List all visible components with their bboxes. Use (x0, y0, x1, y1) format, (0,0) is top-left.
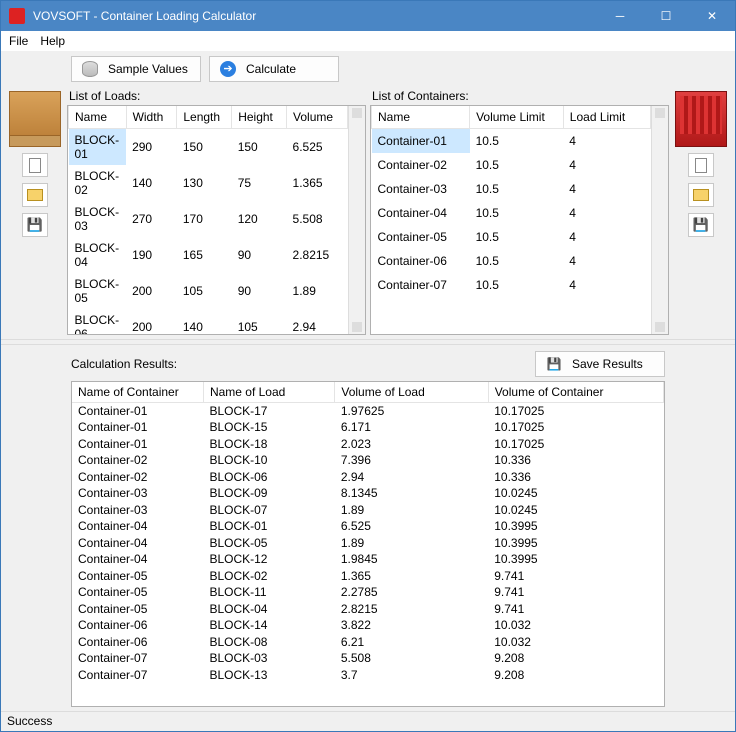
table-row[interactable]: BLOCK-02140130751.365 (69, 165, 348, 201)
loads-scrollbar[interactable] (348, 106, 365, 334)
app-icon (9, 8, 25, 24)
table-row[interactable]: Container-01BLOCK-171.9762510.17025 (72, 403, 664, 420)
table-row[interactable]: Container-06BLOCK-086.2110.032 (72, 634, 664, 651)
table-row[interactable]: Container-02BLOCK-062.9410.336 (72, 469, 664, 486)
maximize-button[interactable]: ☐ (643, 1, 689, 31)
table-row[interactable]: Container-05BLOCK-042.82159.741 (72, 601, 664, 618)
column-header[interactable]: Height (232, 106, 287, 129)
column-header[interactable]: Volume of Container (488, 382, 663, 403)
table-row[interactable]: Container-0110.54 (372, 129, 651, 153)
column-header[interactable]: Load Limit (563, 106, 650, 129)
save-results-label: Save Results (572, 357, 643, 371)
calculate-label: Calculate (246, 62, 296, 76)
sample-values-label: Sample Values (108, 62, 188, 76)
table-row[interactable]: Container-0510.54 (372, 225, 651, 249)
minimize-button[interactable]: ─ (597, 1, 643, 31)
calculate-icon: ➔ (220, 61, 236, 77)
loads-save-button[interactable] (22, 213, 48, 237)
titlebar: VOVSOFT - Container Loading Calculator ─… (1, 1, 735, 31)
loads-table[interactable]: NameWidthLengthHeightVolumeBLOCK-0129015… (67, 105, 366, 335)
table-row[interactable]: BLOCK-062001401052.94 (69, 309, 348, 334)
close-button[interactable]: ✕ (689, 1, 735, 31)
table-row[interactable]: Container-06BLOCK-143.82210.032 (72, 617, 664, 634)
table-row[interactable]: Container-05BLOCK-112.27859.741 (72, 584, 664, 601)
status-bar: Success (1, 711, 735, 731)
table-row[interactable]: Container-0410.54 (372, 201, 651, 225)
containers-scrollbar[interactable] (651, 106, 668, 334)
containers-table[interactable]: NameVolume LimitLoad LimitContainer-0110… (370, 105, 669, 335)
column-header[interactable]: Width (126, 106, 177, 129)
database-icon (82, 61, 98, 77)
loads-label: List of Loads: (67, 87, 366, 105)
column-header[interactable]: Name (372, 106, 470, 129)
table-row[interactable]: BLOCK-05200105901.89 (69, 273, 348, 309)
container-image (675, 91, 727, 147)
containers-new-button[interactable] (688, 153, 714, 177)
loads-new-button[interactable] (22, 153, 48, 177)
menu-file[interactable]: File (9, 34, 28, 48)
results-table[interactable]: Name of ContainerName of LoadVolume of L… (71, 381, 665, 707)
save-results-button[interactable]: 💾 Save Results (535, 351, 665, 377)
table-row[interactable]: Container-07BLOCK-133.79.208 (72, 667, 664, 684)
table-row[interactable]: Container-0710.54 (372, 273, 651, 297)
loads-open-button[interactable] (22, 183, 48, 207)
column-header[interactable]: Length (177, 106, 232, 129)
calculate-button[interactable]: ➔ Calculate (209, 56, 339, 82)
table-row[interactable]: Container-04BLOCK-016.52510.3995 (72, 518, 664, 535)
menu-help[interactable]: Help (40, 34, 65, 48)
column-header[interactable]: Name (69, 106, 127, 129)
table-row[interactable]: Container-04BLOCK-051.8910.3995 (72, 535, 664, 552)
table-row[interactable]: Container-03BLOCK-071.8910.0245 (72, 502, 664, 519)
table-row[interactable]: BLOCK-032701701205.508 (69, 201, 348, 237)
table-row[interactable]: Container-01BLOCK-182.02310.17025 (72, 436, 664, 453)
table-row[interactable]: Container-02BLOCK-107.39610.336 (72, 452, 664, 469)
containers-save-button[interactable] (688, 213, 714, 237)
results-label: Calculation Results: (71, 357, 177, 371)
pallet-image (9, 91, 61, 147)
table-row[interactable]: Container-07BLOCK-035.5089.208 (72, 650, 664, 667)
table-row[interactable]: Container-05BLOCK-021.3659.741 (72, 568, 664, 585)
column-header[interactable]: Name of Container (72, 382, 203, 403)
containers-label: List of Containers: (370, 87, 669, 105)
column-header[interactable]: Volume Limit (470, 106, 564, 129)
sample-values-button[interactable]: Sample Values (71, 56, 201, 82)
table-row[interactable]: Container-04BLOCK-121.984510.3995 (72, 551, 664, 568)
containers-open-button[interactable] (688, 183, 714, 207)
table-row[interactable]: BLOCK-04190165902.8215 (69, 237, 348, 273)
column-header[interactable]: Name of Load (203, 382, 334, 403)
window-title: VOVSOFT - Container Loading Calculator (33, 9, 597, 23)
table-row[interactable]: Container-0610.54 (372, 249, 651, 273)
table-row[interactable]: Container-03BLOCK-098.134510.0245 (72, 485, 664, 502)
save-icon: 💾 (546, 356, 562, 372)
table-row[interactable]: BLOCK-012901501506.525 (69, 129, 348, 166)
menubar: File Help (1, 31, 735, 51)
table-row[interactable]: Container-0310.54 (372, 177, 651, 201)
toolbar: Sample Values ➔ Calculate (1, 51, 735, 87)
table-row[interactable]: Container-0210.54 (372, 153, 651, 177)
column-header[interactable]: Volume (287, 106, 348, 129)
table-row[interactable]: Container-01BLOCK-156.17110.17025 (72, 419, 664, 436)
column-header[interactable]: Volume of Load (335, 382, 488, 403)
